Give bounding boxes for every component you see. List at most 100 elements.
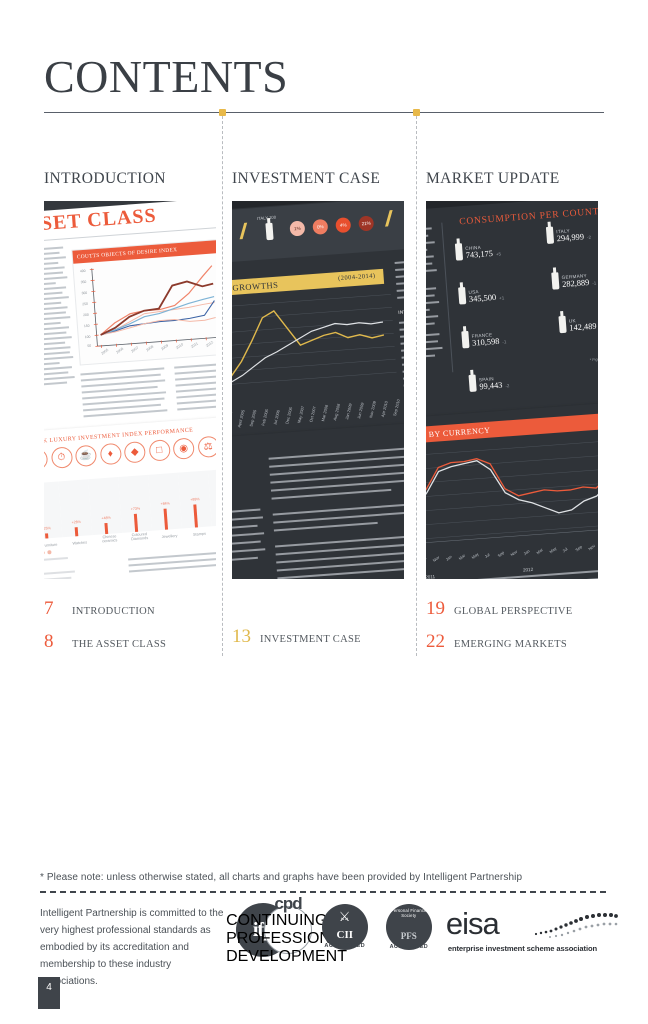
svg-text:Nov: Nov [587, 543, 596, 551]
section-heading-investment: INVESTMENT [398, 307, 404, 315]
cii-accredited-logo: ⚔ CII ACCREDITED [320, 903, 369, 959]
country-stat-italy: ITALY 294,999 -2 [545, 224, 591, 244]
svg-text:Jun 2009: Jun 2009 [356, 401, 365, 419]
column-divider-2 [416, 116, 417, 656]
svg-text:250: 250 [82, 302, 88, 306]
toc-entry[interactable]: 7 INTRODUCTION [44, 599, 216, 618]
page-title: CONTENTS [44, 51, 289, 102]
svg-text:Dec 2006: Dec 2006 [284, 406, 293, 425]
svg-text:Nov 2004: Nov 2004 [232, 410, 234, 429]
cpd-icon: cpd CONTINUING PROFESSIONAL DEVELOPMENT [226, 893, 350, 965]
column-market-update: MARKET UPDATE [426, 170, 598, 665]
pct-badge: 21% [358, 215, 375, 232]
column-introduction: INTRODUCTION ASSET CLASS [44, 170, 216, 665]
page-number: 4 [38, 977, 60, 1009]
rule-dot-right [413, 109, 420, 116]
svg-text:Mar: Mar [535, 547, 544, 556]
coin-icon: ◉ [172, 437, 195, 460]
ifp-cpd-logo: ifp cpd CONTINUING PROFESSIONAL DEVELOPM… [226, 895, 350, 965]
country-stat-usa: USA 345,500 +1 [458, 284, 504, 305]
column-heading-investment-case: INVESTMENT CASE [232, 170, 381, 187]
svg-text:Sep: Sep [426, 555, 428, 564]
watch-icon: ⏱ [50, 446, 73, 469]
toc-page-number: 22 [426, 631, 445, 652]
pfs-accredited-logo: Personal Finance Society PFS ACCREDITED [383, 903, 432, 959]
figures-note: * Figures incl. [589, 356, 598, 363]
svg-text:2007: 2007 [130, 346, 139, 354]
toc-entry[interactable]: 19 GLOBAL PERSPECTIVE [426, 599, 598, 618]
bar-chart-luxury-index: -25% Furniture +26% Watches +48% [44, 459, 216, 548]
svg-text:300: 300 [81, 291, 87, 295]
country-stat-germany: GERMANY 282,889 -1 [551, 270, 596, 290]
svg-text:Jul: Jul [484, 552, 491, 559]
svg-text:Sep 2005: Sep 2005 [248, 409, 257, 428]
svg-text:2012: 2012 [523, 567, 534, 573]
svg-text:2009: 2009 [160, 344, 169, 352]
column-divider-1 [222, 116, 223, 656]
entries-investment-case: 13 INVESTMENT CASE [232, 627, 404, 646]
svg-text:Jan: Jan [445, 554, 453, 562]
svg-text:Sep: Sep [574, 544, 583, 553]
svg-text:2012: 2012 [205, 340, 214, 348]
chart-x-axis-labels: Jun 2004 Nov 2004 April 2005 Sep 2005 Fe… [232, 398, 401, 429]
toc-entry[interactable]: 8 THE ASSET CLASS [44, 632, 216, 651]
toc-page-number: 8 [44, 631, 54, 652]
svg-text:Oct 2007: Oct 2007 [308, 405, 317, 423]
thumbnail-market-update[interactable]: CONSUMPTION PER COUNTRY CHINA 743,175 +5 [426, 201, 598, 579]
chart-coutts-objects-of-desire[interactable]: COUTTS OBJECTS OF DESIRE INDEX 400 350 30… [71, 236, 216, 366]
column-investment-case: INVESTMENT CASE 9% 43% ITALY 100 1% [232, 170, 404, 660]
svg-text:2010: 2010 [175, 342, 184, 350]
svg-text:Sep 2010: Sep 2010 [392, 398, 401, 417]
country-stat-china: CHINA 743,175 +5 [454, 240, 501, 261]
svg-text:2006: 2006 [115, 347, 124, 355]
footer-statement: Intelligent Partnership is committed to … [40, 908, 224, 987]
jewellery-icon: ◆ [123, 441, 147, 464]
column-heading-market-update: MARKET UPDATE [426, 170, 560, 187]
toc-entry[interactable]: 22 EMERGING MARKETS [426, 632, 598, 651]
svg-text:May: May [548, 546, 557, 555]
stamp-icon: □ [148, 439, 171, 462]
svg-text:350: 350 [81, 280, 87, 284]
country-stat-uk: UK 142,489 -1 [558, 313, 598, 334]
toc-label: INVESTMENT CASE [260, 634, 361, 645]
entries-market-update: 19 GLOBAL PERSPECTIVE 22 EMERGING MARKET… [426, 599, 598, 651]
svg-text:2011: 2011 [426, 574, 436, 579]
svg-text:Jul: Jul [561, 546, 568, 553]
svg-text:Jan: Jan [522, 548, 530, 556]
toc-label: THE ASSET CLASS [72, 639, 167, 650]
currency-chart-x-labels: Jul Sep Nov Jan Mar May Jul Sep Nov Jan … [426, 543, 596, 579]
svg-text:Nov 2009: Nov 2009 [368, 400, 377, 419]
svg-text:Jan 2009: Jan 2009 [344, 402, 353, 420]
entries-introduction: 7 INTRODUCTION 8 THE ASSET CLASS [44, 599, 216, 651]
svg-text:100: 100 [85, 335, 91, 339]
toc-entry[interactable]: 13 INVESTMENT CASE [232, 627, 404, 646]
svg-text:50: 50 [87, 344, 91, 348]
line-chart-svg: 400 350 300 250 200 150 100 50 [80, 265, 216, 356]
svg-text:Nov: Nov [509, 549, 518, 557]
svg-text:2011: 2011 [190, 341, 199, 349]
bottle-icon [265, 222, 274, 241]
thumbnail-introduction[interactable]: ASSET CLASS [44, 201, 216, 579]
chart-first-growths [232, 294, 397, 389]
svg-text:150: 150 [84, 324, 90, 328]
svg-text:Nov: Nov [432, 555, 441, 563]
column-heading-introduction: INTRODUCTION [44, 170, 166, 187]
toc-label: INTRODUCTION [72, 606, 155, 617]
pct-badge: 0% [312, 218, 329, 235]
wine-icon: ⚖ [196, 435, 216, 459]
footer-divider [40, 891, 606, 893]
thumbnail-investment-case[interactable]: 9% 43% ITALY 100 1% 0% 4% 21% [232, 201, 404, 579]
furniture-icon: ♣ [44, 448, 49, 471]
toc-label: GLOBAL PERSPECTIVE [454, 606, 573, 617]
country-stat-france: FRANCE 310,598 -1 [461, 328, 507, 349]
italy-label: ITALY 100 [256, 214, 277, 221]
country-stat-spain: SPAIN 99,443 -2 [468, 372, 510, 393]
toc-label: EMERGING MARKETS [454, 639, 568, 650]
svg-text:Feb 2006: Feb 2006 [260, 408, 269, 426]
title-rule [44, 112, 604, 113]
svg-text:400: 400 [80, 269, 86, 273]
svg-text:Aug 2008: Aug 2008 [332, 402, 341, 421]
toc-page-number: 13 [232, 626, 251, 647]
gold-slash [239, 222, 247, 240]
